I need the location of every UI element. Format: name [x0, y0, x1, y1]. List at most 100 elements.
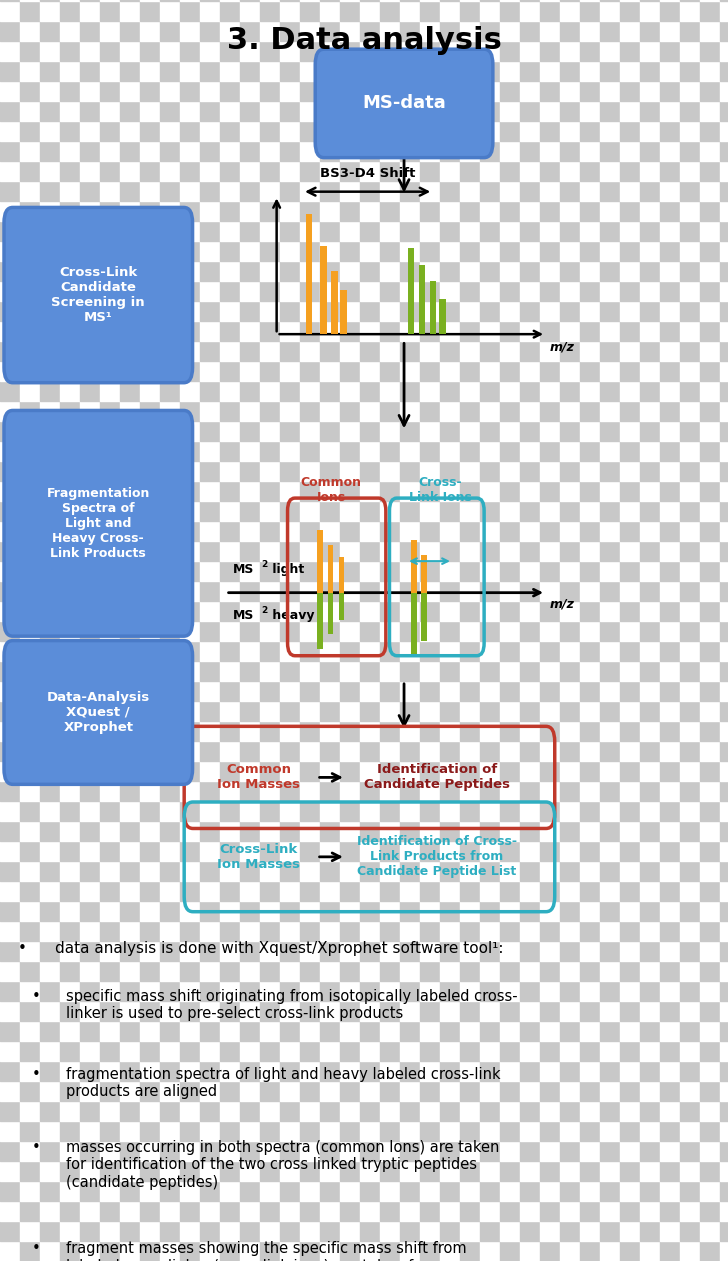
Bar	[660, 881, 680, 902]
Bar	[500, 1121, 520, 1141]
Bar	[640, 301, 660, 322]
Bar	[140, 601, 160, 620]
Bar	[720, 381, 728, 401]
Bar	[40, 701, 60, 721]
Bar	[600, 681, 620, 701]
Bar	[80, 121, 100, 141]
Bar	[120, 620, 140, 641]
Bar	[600, 921, 620, 941]
Bar	[100, 941, 120, 961]
Bar	[440, 200, 460, 221]
Bar	[420, 21, 440, 42]
Bar	[580, 760, 600, 781]
Bar	[540, 581, 560, 601]
Bar	[280, 21, 300, 42]
Bar	[260, 1021, 280, 1042]
Bar	[180, 322, 200, 340]
Bar	[600, 1241, 620, 1261]
Bar	[200, 902, 220, 921]
Bar	[280, 601, 300, 620]
Bar	[320, 161, 340, 182]
Bar	[340, 1021, 360, 1042]
Bar	[420, 121, 440, 141]
Bar	[320, 42, 340, 61]
Bar	[700, 1061, 720, 1081]
Bar	[340, 1200, 360, 1221]
Bar	[360, 902, 380, 921]
Bar	[520, 661, 540, 681]
Bar	[40, 401, 60, 421]
Bar	[260, 462, 280, 480]
Bar	[300, 661, 320, 681]
Bar	[420, 401, 440, 421]
Bar	[300, 760, 320, 781]
Bar	[420, 322, 440, 340]
Bar	[60, 381, 80, 401]
Bar	[60, 1, 80, 21]
Bar	[200, 141, 220, 161]
Bar	[380, 401, 400, 421]
Bar	[140, 1061, 160, 1081]
Bar	[240, 381, 260, 401]
Bar	[160, 42, 180, 61]
Bar	[400, 861, 420, 881]
Bar	[600, 981, 620, 1001]
Bar	[540, 1200, 560, 1221]
Bar	[460, 741, 480, 760]
Bar	[180, 921, 200, 941]
Bar	[580, 641, 600, 661]
Bar	[640, 141, 660, 161]
Bar	[260, 281, 280, 301]
Bar	[480, 921, 500, 941]
Bar	[140, 42, 160, 61]
Bar	[640, 381, 660, 401]
Bar	[200, 101, 220, 121]
Bar	[240, 1221, 260, 1241]
Bar	[220, 1, 240, 21]
Bar	[400, 121, 420, 141]
Bar	[120, 961, 140, 981]
Bar	[700, 981, 720, 1001]
Bar	[540, 941, 560, 961]
Bar	[660, 421, 680, 441]
Bar	[260, 701, 280, 721]
Bar	[720, 1141, 728, 1161]
Bar	[720, 301, 728, 322]
Bar	[300, 781, 320, 801]
Bar	[580, 281, 600, 301]
Bar	[520, 781, 540, 801]
Bar	[280, 641, 300, 661]
Bar	[660, 1241, 680, 1261]
Bar	[380, 1241, 400, 1261]
Bar	[160, 1101, 180, 1121]
Bar	[400, 81, 420, 101]
Bar	[540, 541, 560, 561]
Bar	[540, 601, 560, 620]
Bar	[720, 521, 728, 541]
Bar	[100, 141, 120, 161]
Bar	[620, 462, 640, 480]
Bar	[480, 462, 500, 480]
Bar	[520, 921, 540, 941]
Bar	[440, 721, 460, 741]
Bar	[80, 101, 100, 121]
Bar	[520, 1121, 540, 1141]
Bar	[580, 141, 600, 161]
Bar	[400, 1001, 420, 1021]
Bar	[80, 941, 100, 961]
Bar	[220, 1001, 240, 1021]
Bar	[180, 1241, 200, 1261]
Bar	[660, 200, 680, 221]
Bar	[80, 241, 100, 261]
Bar	[400, 281, 420, 301]
Bar	[160, 61, 180, 81]
Bar	[620, 1061, 640, 1081]
Bar	[280, 541, 300, 561]
Bar	[200, 261, 220, 281]
Bar	[340, 861, 360, 881]
Bar	[560, 981, 580, 1001]
Text: Common
Ions: Common Ions	[301, 477, 362, 504]
Bar	[700, 121, 720, 141]
Bar	[480, 361, 500, 381]
Bar	[360, 1081, 380, 1101]
